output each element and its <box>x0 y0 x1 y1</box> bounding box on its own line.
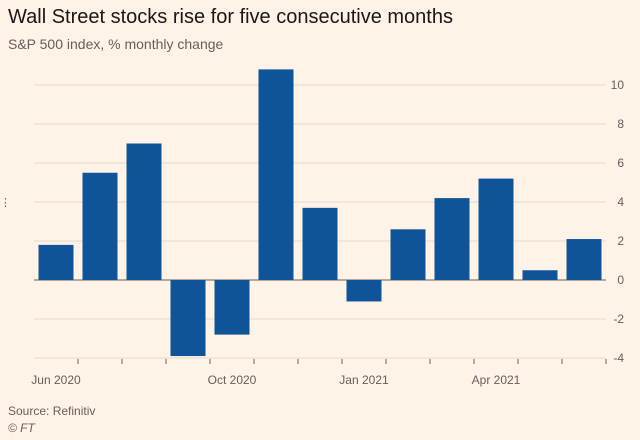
y-axis: 10 8 6 4 2 0 -2 -4 <box>611 78 625 365</box>
x-tick-label: Oct 2020 <box>208 373 257 387</box>
y-tick-label: 4 <box>617 195 624 209</box>
bar <box>478 178 514 280</box>
side-mark: ⋮ <box>0 197 11 209</box>
y-tick-label: -4 <box>613 351 624 365</box>
y-tick-label: 8 <box>617 117 624 131</box>
chart-subtitle: S&P 500 index, % monthly change <box>8 36 224 52</box>
x-tick-label: Jan 2021 <box>339 373 389 387</box>
y-tick-label: 6 <box>617 156 624 170</box>
bar <box>566 239 602 280</box>
bar <box>522 270 558 280</box>
ft-credit: © FT <box>8 421 35 435</box>
bar <box>302 207 338 280</box>
x-tick-label: Jun 2020 <box>31 373 81 387</box>
bars <box>38 69 602 357</box>
y-tick-label: -2 <box>613 312 624 326</box>
bar <box>258 69 294 281</box>
x-tick-label: Apr 2021 <box>472 373 521 387</box>
bar <box>170 280 206 357</box>
bar <box>214 280 250 335</box>
bar <box>346 280 382 302</box>
bar <box>38 244 74 280</box>
y-tick-label: 2 <box>617 234 624 248</box>
y-tick-label: 10 <box>611 78 625 92</box>
y-tick-label: 0 <box>617 273 624 287</box>
source-note: Source: Refinitiv <box>8 404 96 418</box>
chart-title: Wall Street stocks rise for five consecu… <box>8 6 453 28</box>
bar <box>434 198 470 280</box>
bar <box>82 172 118 280</box>
bar <box>390 229 426 280</box>
x-axis: Jun 2020 Oct 2020 Jan 2021 Apr 2021 <box>31 359 607 387</box>
bar <box>126 143 162 280</box>
